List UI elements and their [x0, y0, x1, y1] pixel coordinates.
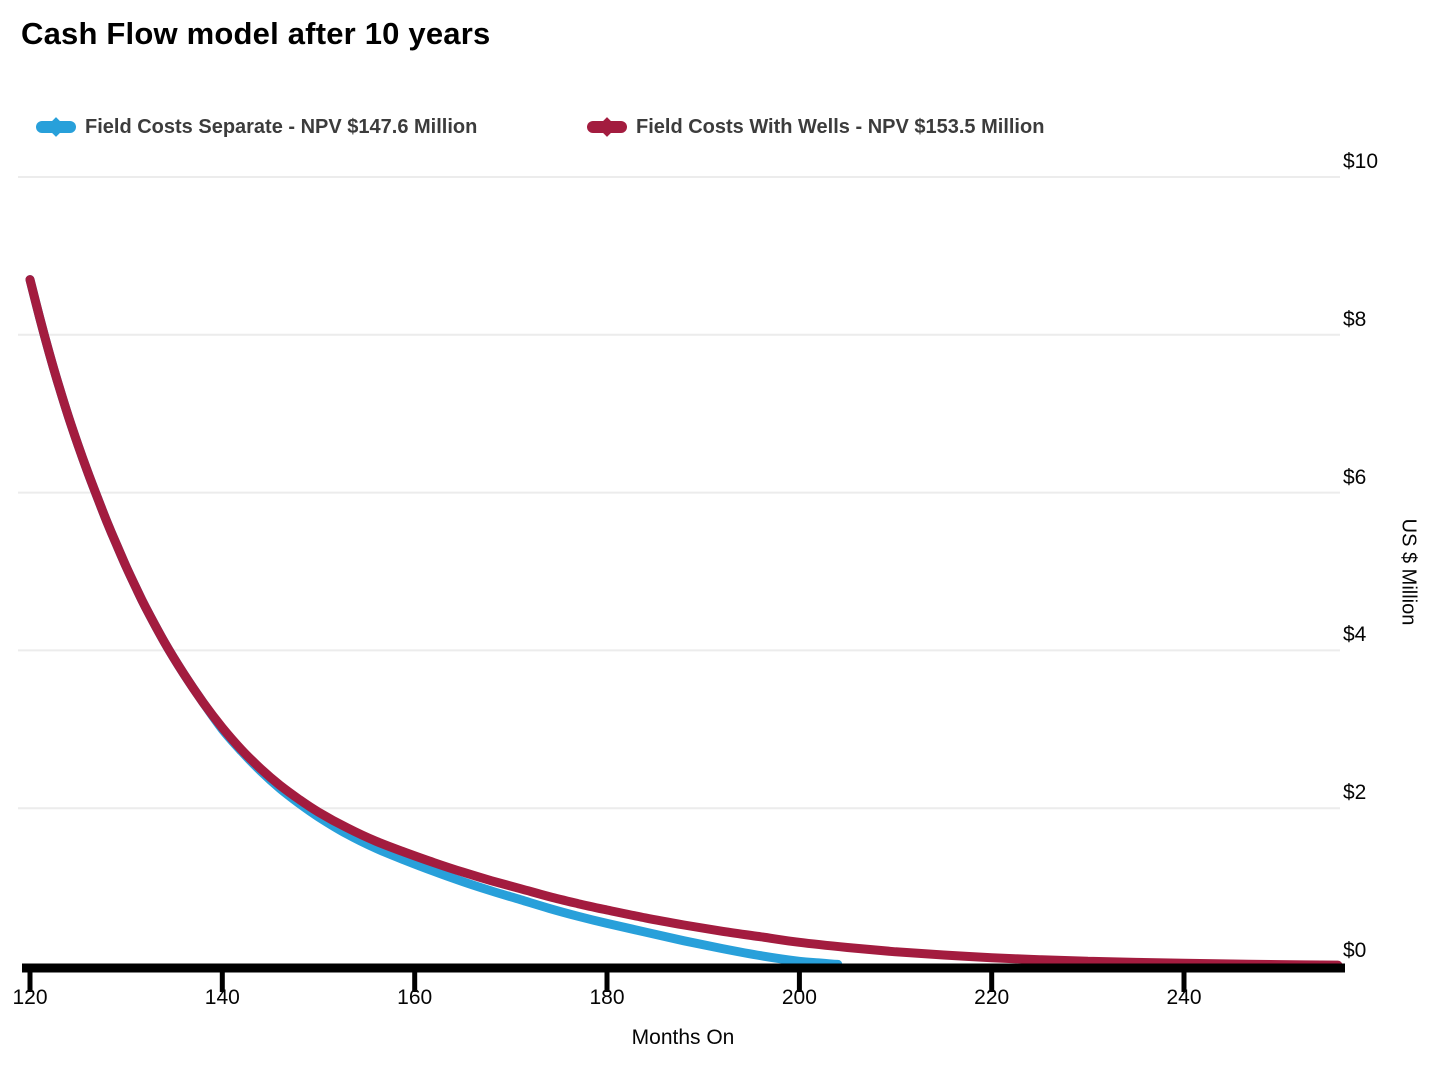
y-tick-label: $0 — [1343, 939, 1367, 962]
y-tick-label: $6 — [1343, 465, 1367, 489]
x-tick-label: 200 — [781, 986, 817, 1009]
x-tick-label: 180 — [589, 986, 625, 1009]
legend-label-field-costs-with-wells: Field Costs With Wells - NPV $153.5 Mill… — [636, 115, 1045, 138]
legend-item-field-costs-with-wells: Field Costs With Wells - NPV $153.5 Mill… — [587, 112, 1044, 142]
x-axis-title: Months On — [631, 1026, 735, 1049]
legend-item-field-costs-separate: Field Costs Separate - NPV $147.6 Millio… — [36, 112, 477, 142]
y-tick-label: $4 — [1343, 623, 1367, 647]
y-axis-title: US $ Million — [1397, 518, 1420, 626]
x-tick-label: 140 — [204, 986, 240, 1009]
y-tick-label: $10 — [1343, 150, 1379, 173]
chart-title: Cash Flow model after 10 years — [21, 16, 491, 51]
x-tick-label: 120 — [12, 986, 48, 1009]
y-tick-label: $8 — [1343, 307, 1367, 331]
x-tick-label: 220 — [974, 986, 1010, 1009]
series-line-field-costs-with-wells — [25, 275, 1343, 970]
y-tick-label: $2 — [1343, 781, 1367, 805]
legend-label-field-costs-separate: Field Costs Separate - NPV $147.6 Millio… — [85, 115, 478, 138]
x-tick-label: 240 — [1166, 986, 1202, 1009]
legend: Field Costs Separate - NPV $147.6 Millio… — [0, 112, 1456, 142]
line-marker-icon — [36, 112, 76, 142]
x-tick-label: 160 — [397, 986, 433, 1009]
line-marker-icon — [587, 112, 627, 142]
